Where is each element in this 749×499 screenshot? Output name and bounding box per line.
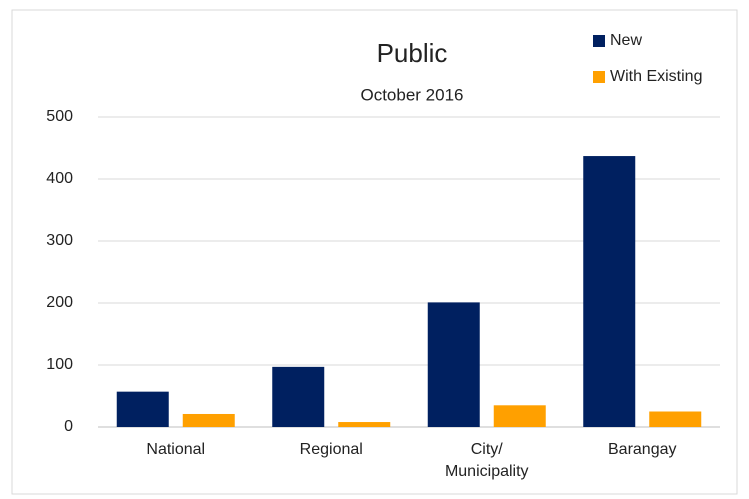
y-tick-label: 0 <box>64 418 73 435</box>
bar <box>338 422 391 427</box>
x-tick-label: National <box>146 441 206 458</box>
chart-title: Public <box>377 38 448 68</box>
y-tick-label: 500 <box>46 108 73 125</box>
bar <box>116 391 169 427</box>
bar <box>427 302 480 427</box>
chart-subtitle: October 2016 <box>360 85 463 104</box>
legend-swatch <box>593 35 605 47</box>
bar <box>583 156 636 427</box>
y-tick-label: 400 <box>46 170 73 187</box>
legend-swatch <box>593 71 605 83</box>
y-tick-label: 300 <box>46 232 73 249</box>
legend-label: With Existing <box>610 68 702 85</box>
bar <box>182 413 235 427</box>
y-tick-label: 200 <box>46 294 73 311</box>
legend-label: New <box>610 32 642 49</box>
x-tick-label: City/ Municipality <box>444 441 529 480</box>
y-tick-label: 100 <box>46 356 73 373</box>
x-tick-label: Barangay <box>608 441 677 458</box>
x-tick-label: Regional <box>299 441 363 458</box>
bar <box>649 411 702 427</box>
bar <box>493 405 546 427</box>
bar <box>272 366 325 427</box>
